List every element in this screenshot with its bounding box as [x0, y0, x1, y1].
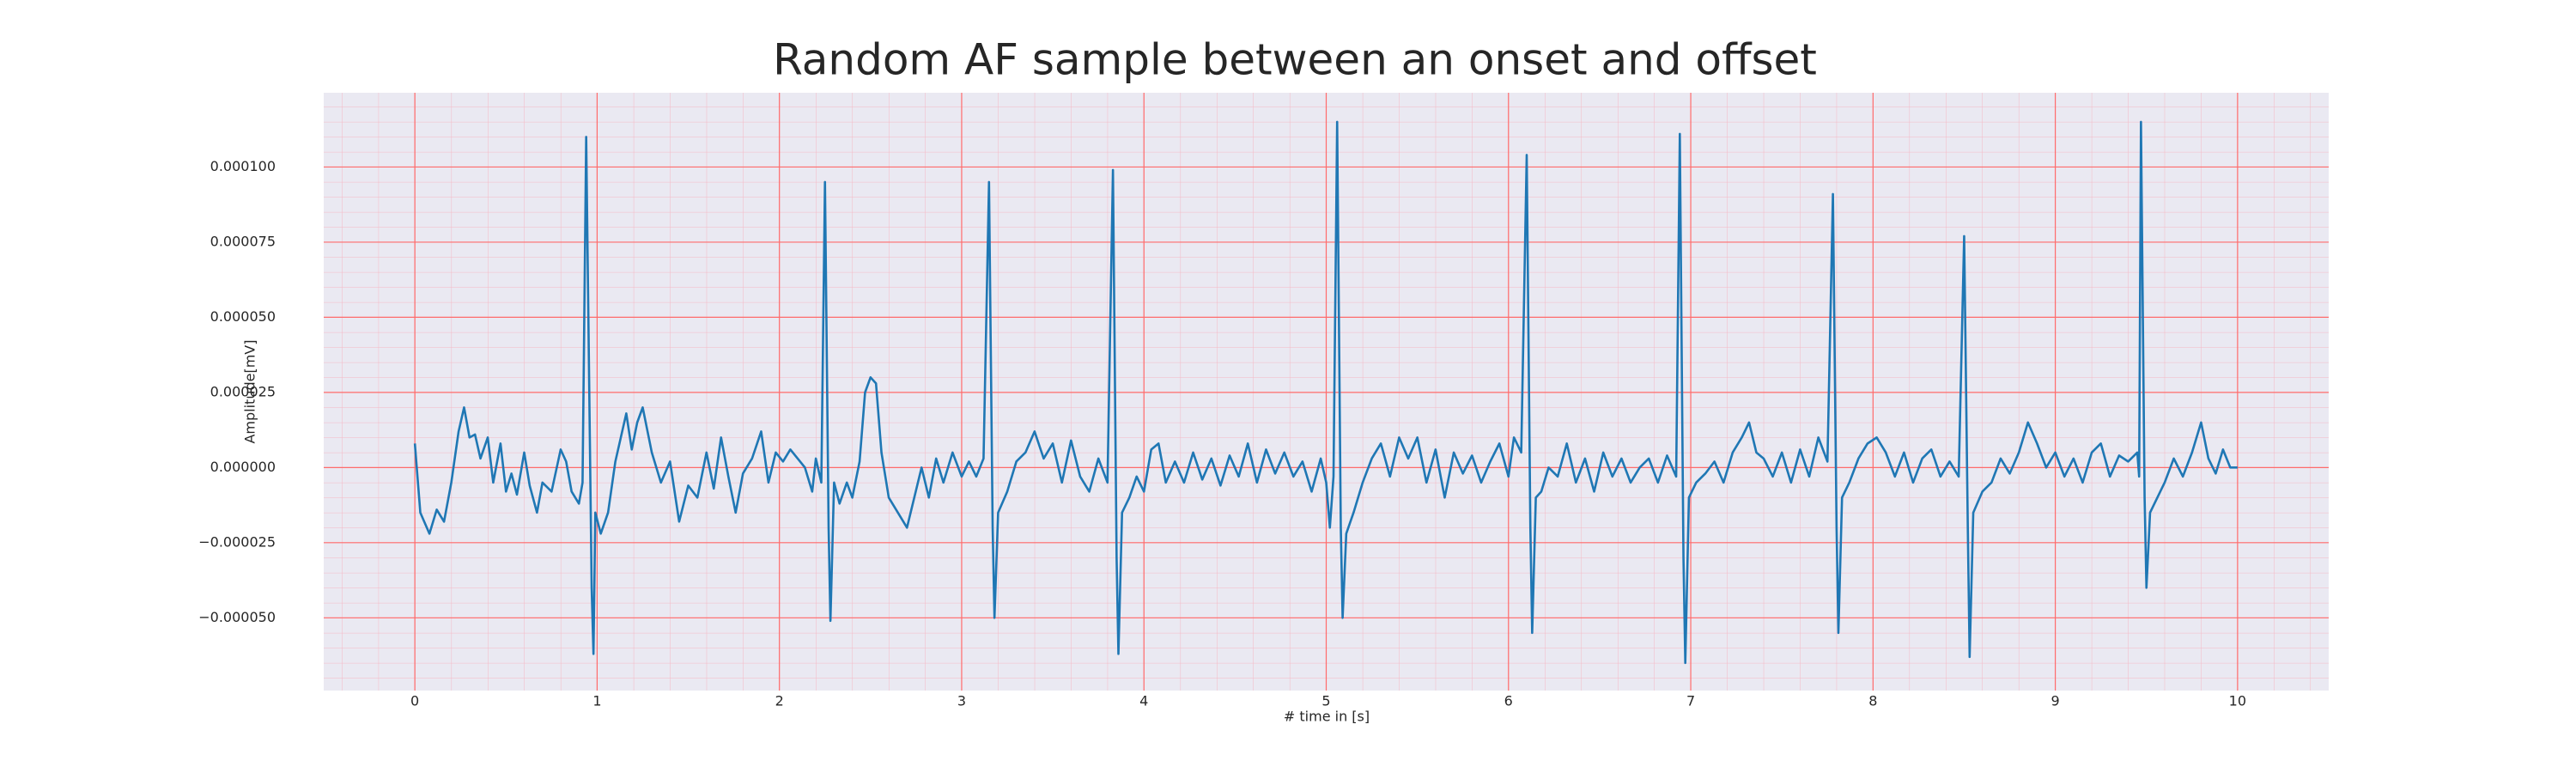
x-axis-label: # time in [s]: [1284, 709, 1370, 725]
x-tick-label: 5: [1321, 693, 1330, 709]
x-tick-label: 1: [592, 693, 601, 709]
y-tick-label: 0.000050: [210, 308, 276, 325]
x-tick-label: 7: [1686, 693, 1695, 709]
x-tick-label: 8: [1868, 693, 1877, 709]
x-tick-label: 9: [2050, 693, 2059, 709]
x-tick-label: 10: [2229, 693, 2246, 709]
x-tick-label: 6: [1504, 693, 1513, 709]
signal-line: [413, 120, 2238, 665]
y-tick-label: 0.000100: [210, 158, 276, 174]
y-tick-label: 0.000000: [210, 459, 276, 475]
x-tick-label: 0: [410, 693, 419, 709]
y-tick-label: −0.000025: [198, 533, 276, 550]
x-tick-label: 2: [775, 693, 784, 709]
y-axis-label: Amplitude[mV]: [242, 339, 258, 443]
y-tick-label: 0.000025: [210, 383, 276, 399]
y-tick-label: −0.000050: [198, 609, 276, 625]
y-tick-label: 0.000075: [210, 233, 276, 249]
x-tick-label: 3: [957, 693, 966, 709]
plot-area: [413, 120, 2238, 665]
chart-title: Random AF sample between an onset and of…: [773, 35, 1817, 85]
x-tick-label: 4: [1139, 693, 1148, 709]
